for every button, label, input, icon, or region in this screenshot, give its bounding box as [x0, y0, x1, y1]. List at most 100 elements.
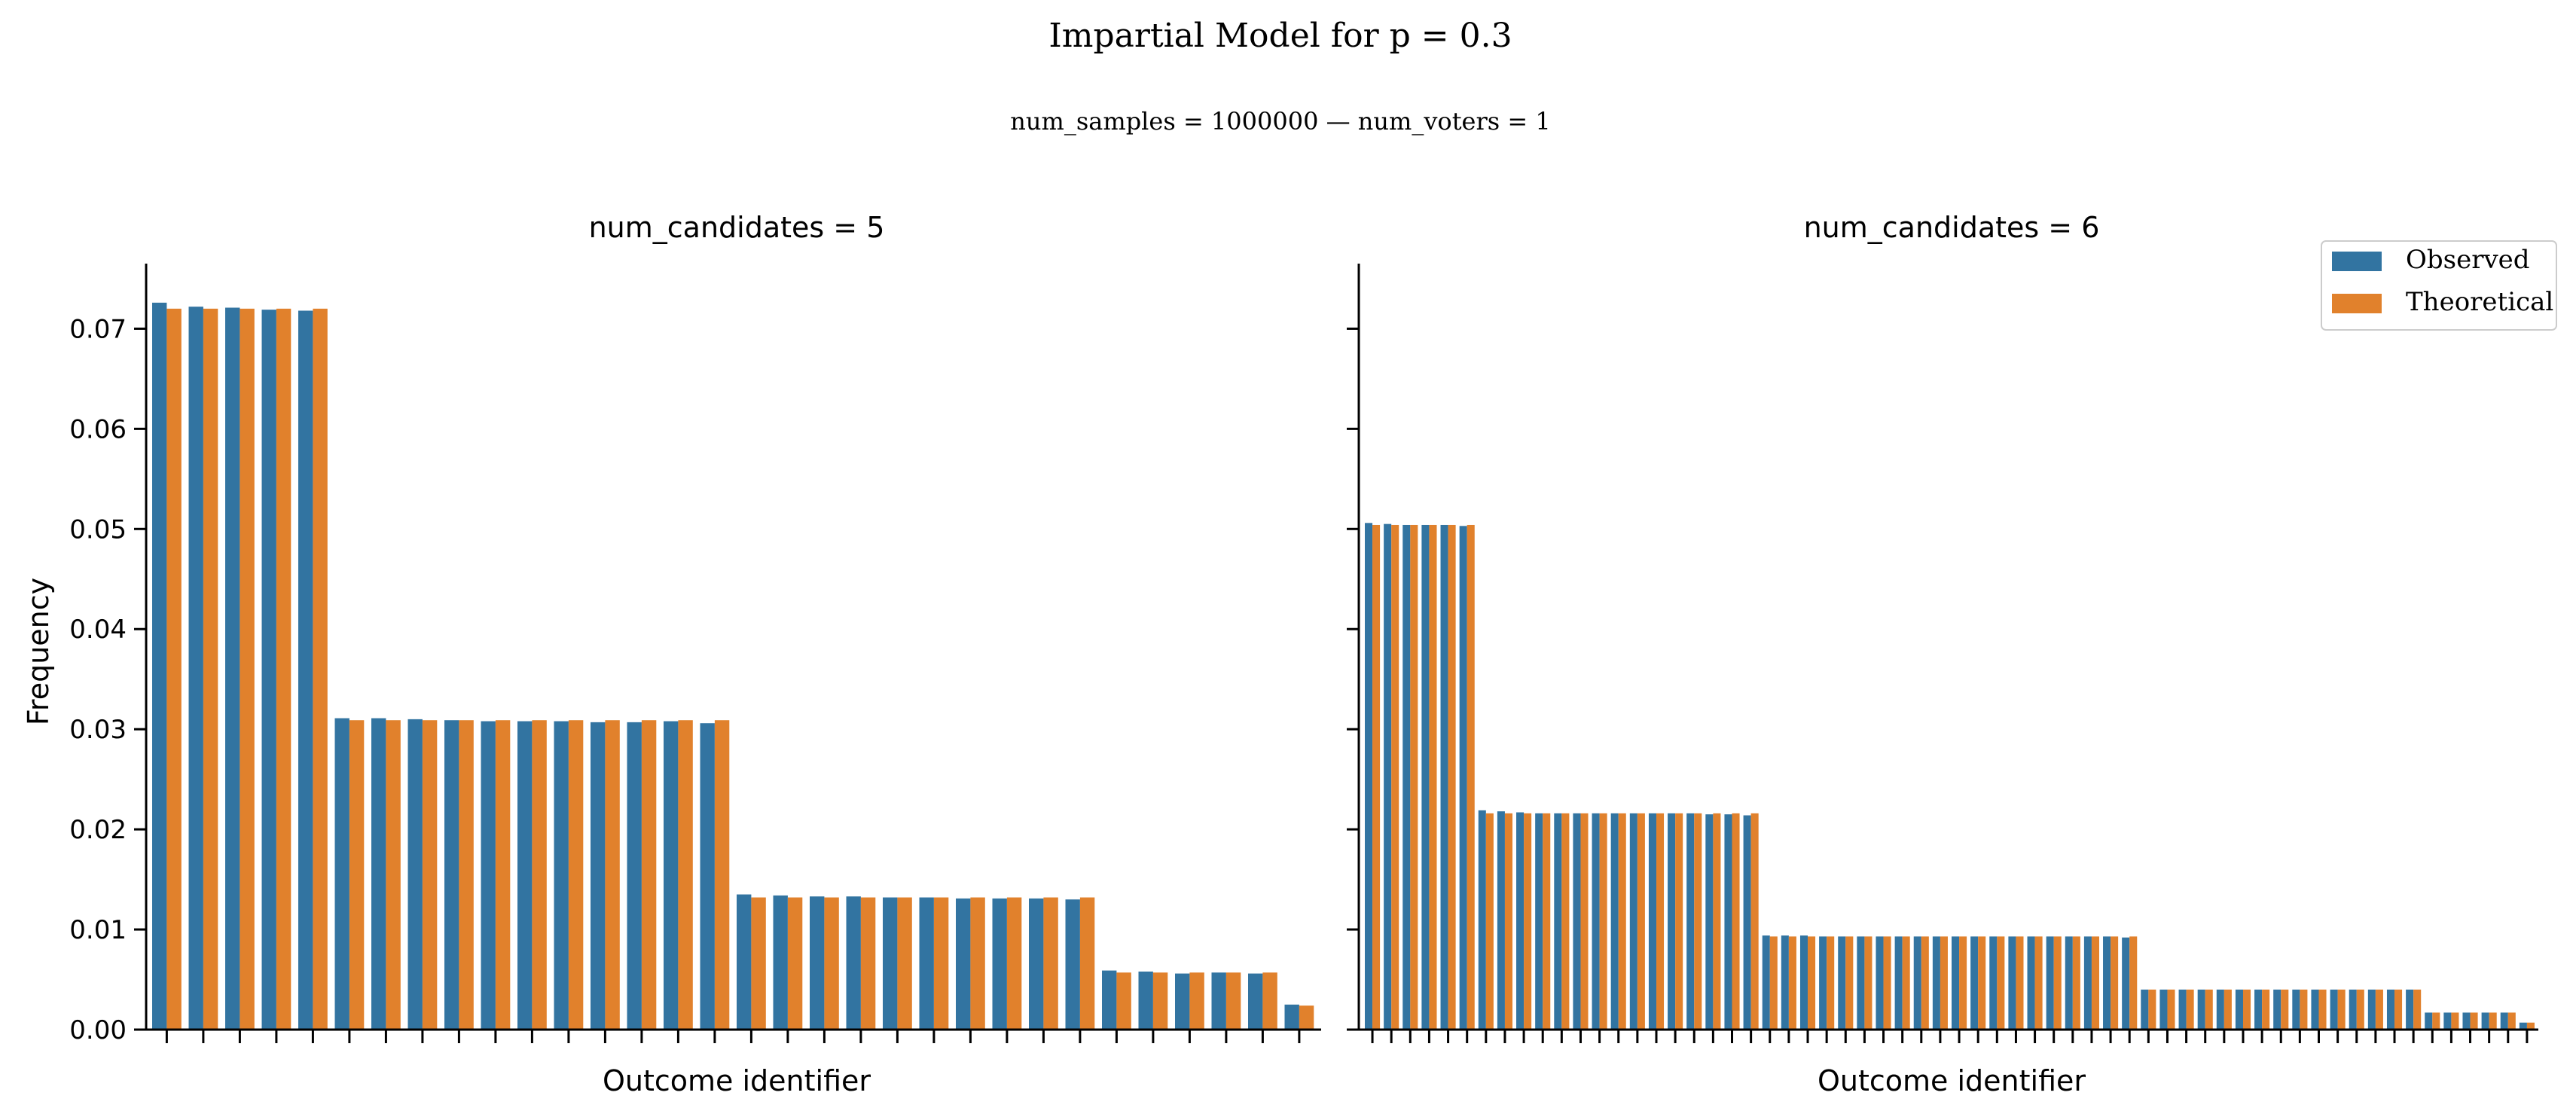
bar-theoretical — [860, 897, 876, 1030]
bar-observed — [1102, 970, 1117, 1030]
y-tick-label: 0.07 — [69, 314, 127, 344]
bar-theoretical — [240, 308, 255, 1030]
bar-theoretical — [1189, 972, 1204, 1030]
bar-theoretical — [1116, 972, 1131, 1030]
bar-theoretical — [824, 897, 839, 1030]
bar-observed — [2462, 1012, 2471, 1030]
y-axis-label: Frequency — [22, 578, 55, 725]
bar-theoretical — [1978, 936, 1986, 1030]
y-tick-label: 0.06 — [69, 414, 127, 444]
bar-observed — [737, 894, 752, 1030]
y-tick-label: 0.04 — [69, 615, 127, 645]
bar-observed — [1029, 898, 1044, 1030]
bar-observed — [1724, 814, 1732, 1030]
bar-theoretical — [1524, 813, 1532, 1030]
bar-observed — [1284, 1004, 1299, 1030]
bar-observed — [2481, 1012, 2489, 1030]
bar-theoretical — [1732, 813, 1740, 1030]
bar-theoretical — [2111, 936, 2119, 1030]
bar-observed — [1857, 936, 1865, 1030]
bar-theoretical — [422, 720, 438, 1030]
bar-theoretical — [386, 720, 401, 1030]
bar-observed — [810, 896, 825, 1030]
bar-theoretical — [1410, 524, 1418, 1030]
bar-observed — [2254, 989, 2263, 1030]
bar-observed — [956, 898, 971, 1030]
bar-theoretical — [1808, 936, 1816, 1030]
bar-theoretical — [1262, 972, 1277, 1030]
bar-observed — [1629, 813, 1637, 1030]
bar-observed — [883, 897, 898, 1030]
bar-theoretical — [2318, 989, 2327, 1030]
bar-observed — [1989, 936, 1998, 1030]
bar-theoretical — [641, 720, 657, 1030]
bar-observed — [1459, 526, 1467, 1030]
bar-observed — [2083, 936, 2092, 1030]
bar-theoretical — [2262, 989, 2270, 1030]
bar-observed — [1876, 936, 1884, 1030]
bar-observed — [846, 896, 861, 1030]
subplot-title: num_candidates = 6 — [1804, 211, 2100, 244]
bar-theoretical — [1694, 813, 1702, 1030]
bar-theoretical — [2489, 1012, 2497, 1030]
bar-observed — [1762, 935, 1770, 1030]
bar-theoretical — [1864, 936, 1872, 1030]
chart-panel-left: num_candidates = 5 0.00 0.01 0.02 0.03 0.04 0.… — [69, 211, 1321, 1097]
bar-theoretical — [2281, 989, 2289, 1030]
bar-theoretical — [2148, 989, 2156, 1030]
bar-theoretical — [1043, 897, 1058, 1030]
bar-observed — [2103, 936, 2111, 1030]
bar-observed — [1743, 815, 1751, 1030]
bar-theoretical — [1152, 972, 1168, 1030]
bar-theoretical — [166, 308, 182, 1030]
bar-observed — [1248, 973, 1263, 1030]
bar-theoretical — [1845, 936, 1854, 1030]
bar-theoretical — [1225, 972, 1241, 1030]
bar-observed — [2311, 989, 2319, 1030]
x-axis-label: Outcome identifier — [603, 1064, 871, 1097]
bar-observed — [2292, 989, 2300, 1030]
bar-theoretical — [933, 897, 949, 1030]
bar-observed — [407, 719, 423, 1030]
bar-observed — [1478, 810, 1486, 1030]
bar-observed — [664, 721, 679, 1030]
bar-theoretical — [1713, 813, 1721, 1030]
bar-theoretical — [1580, 813, 1589, 1030]
y-tick-label: 0.02 — [69, 815, 127, 845]
bar-observed — [225, 307, 240, 1030]
x-axis-label: Outcome identifier — [1818, 1064, 2086, 1097]
bar-theoretical — [568, 720, 584, 1030]
bar-theoretical — [1637, 813, 1645, 1030]
y-tick-label: 0.01 — [69, 915, 127, 945]
bar-theoretical — [1883, 936, 1891, 1030]
bar-theoretical — [2470, 1012, 2478, 1030]
bar-observed — [371, 718, 386, 1030]
bar-theoretical — [2242, 989, 2251, 1030]
bar-theoretical — [1485, 813, 1494, 1030]
bar-observed — [1781, 935, 1789, 1030]
bar-theoretical — [1391, 524, 1399, 1030]
bar-theoretical — [276, 308, 291, 1030]
bar-theoretical — [1467, 524, 1475, 1030]
bar-observed — [2330, 989, 2338, 1030]
bar-theoretical — [2167, 989, 2175, 1030]
bar-observed — [1705, 814, 1714, 1030]
bar-observed — [2122, 937, 2130, 1030]
bar-theoretical — [1997, 936, 2005, 1030]
bar-observed — [188, 307, 203, 1030]
bar-observed — [2519, 1022, 2527, 1030]
bar-theoretical — [1827, 936, 1835, 1030]
bar-theoretical — [1079, 897, 1095, 1030]
bar-observed — [2159, 989, 2168, 1030]
bar-theoretical — [2223, 989, 2232, 1030]
bar-observed — [1648, 813, 1656, 1030]
bar-theoretical — [1788, 936, 1796, 1030]
bar-theoretical — [2507, 1012, 2516, 1030]
bar-observed — [152, 302, 167, 1030]
bar-observed — [1819, 936, 1827, 1030]
bar-observed — [1421, 524, 1430, 1030]
bar-theoretical — [1921, 936, 1929, 1030]
bar-theoretical — [714, 720, 730, 1030]
bar-theoretical — [2186, 989, 2194, 1030]
bar-observed — [1592, 813, 1600, 1030]
